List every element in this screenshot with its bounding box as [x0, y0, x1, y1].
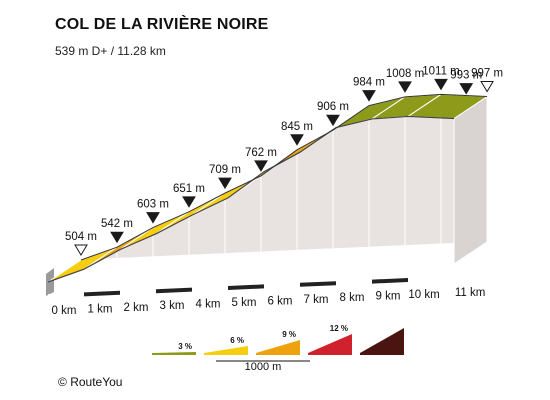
elevation-marker — [146, 212, 160, 224]
legend-label: 3 % — [178, 342, 192, 351]
km-bar — [192, 286, 228, 292]
distance-ticks: 0 km 1 km 2 km 3 km 4 km 5 km 6 km 7 km 8 km 9 km… — [52, 287, 486, 317]
legend-swatch — [308, 334, 352, 355]
distance-tick-label: 11 km — [455, 287, 485, 299]
elevation-label: 651 m — [173, 183, 205, 195]
km-bar — [156, 287, 192, 294]
elevation-label: 984 m — [353, 77, 385, 89]
elevation-marker — [254, 160, 268, 172]
elevation-marker — [110, 231, 124, 244]
elevation-marker — [290, 134, 304, 146]
km-bar — [336, 279, 372, 286]
elevation-label: 1011 m — [422, 65, 460, 77]
elevation-marker — [182, 196, 196, 208]
elevation-marker — [434, 78, 448, 91]
km-bar — [372, 278, 408, 284]
elevation-marker — [480, 81, 494, 93]
distance-tick-label: 7 km — [304, 294, 329, 306]
legend-label: 9 % — [282, 330, 296, 339]
profile-base — [46, 263, 455, 298]
elevation-label: 906 m — [317, 101, 349, 113]
elevation-label: 993 m — [450, 70, 482, 82]
legend-swatch — [360, 328, 404, 355]
distance-tick-label: 2 km — [124, 302, 149, 314]
elevation-label: 762 m — [245, 147, 277, 159]
elevation-marker — [218, 177, 232, 190]
profile-walls — [80, 93, 488, 265]
elevation-marker — [459, 83, 474, 95]
wall-panel — [260, 148, 298, 253]
legend-label: 6 % — [230, 336, 244, 345]
elevation-label: 1008 m — [386, 68, 424, 80]
distance-tick-label: 10 km — [408, 289, 439, 301]
distance-tick-label: 1 km — [88, 303, 113, 315]
elevation-markers: 504 m 542 m 603 m 651 m 709 m 762 m 845 m 906 m… — [65, 65, 503, 256]
base-front — [48, 263, 455, 298]
elevation-label: 542 m — [101, 218, 133, 230]
profile-back-edge — [80, 93, 488, 261]
distance-tick-label: 6 km — [268, 295, 293, 307]
distance-tick-label: 0 km — [52, 305, 77, 317]
km-bar — [228, 284, 264, 290]
elevation-label: 845 m — [281, 121, 313, 133]
distance-tick-label: 8 km — [340, 292, 365, 304]
legend-swatch — [204, 346, 248, 355]
km-bar — [408, 275, 455, 282]
end-wall — [453, 95, 488, 265]
km-bar — [48, 292, 84, 298]
elevation-label: 504 m — [65, 231, 97, 243]
chart-title: COL DE LA RIVIÈRE NOIRE — [55, 16, 269, 33]
distance-tick-label: 4 km — [196, 299, 221, 311]
copyright-text: RouteYou — [70, 375, 123, 389]
gradient-legend: 3 % 6 % 9 % 12 % 1000 m — [152, 324, 404, 373]
distance-tick-label: 9 km — [376, 291, 401, 303]
copyright-notice: © RouteYou — [58, 375, 122, 389]
chart-subtitle: 539 m D+ / 11.28 km — [55, 44, 166, 58]
wall-panel — [368, 96, 406, 248]
base-left-cap — [46, 268, 54, 296]
km-bar — [120, 289, 156, 295]
elevation-label: 603 m — [137, 199, 169, 211]
profile-front-edge — [47, 115, 455, 283]
legend-swatch — [256, 340, 300, 355]
profile-segments — [47, 93, 489, 283]
km-bar — [264, 282, 300, 289]
copyright-icon: © — [58, 375, 67, 389]
elevation-marker — [326, 114, 340, 127]
km-bar — [300, 281, 336, 287]
elevation-label: 709 m — [209, 164, 241, 176]
scale-label: 1000 m — [245, 361, 282, 373]
legend-swatch — [152, 352, 196, 355]
distance-tick-label: 5 km — [232, 297, 257, 309]
elevation-marker — [398, 81, 412, 93]
elevation-label: 997 m — [471, 68, 503, 80]
legend-label: 12 % — [330, 324, 348, 333]
km-bar — [84, 290, 120, 297]
elevation-marker — [362, 90, 376, 102]
distance-tick-label: 3 km — [160, 300, 185, 312]
elevation-marker — [74, 244, 88, 256]
